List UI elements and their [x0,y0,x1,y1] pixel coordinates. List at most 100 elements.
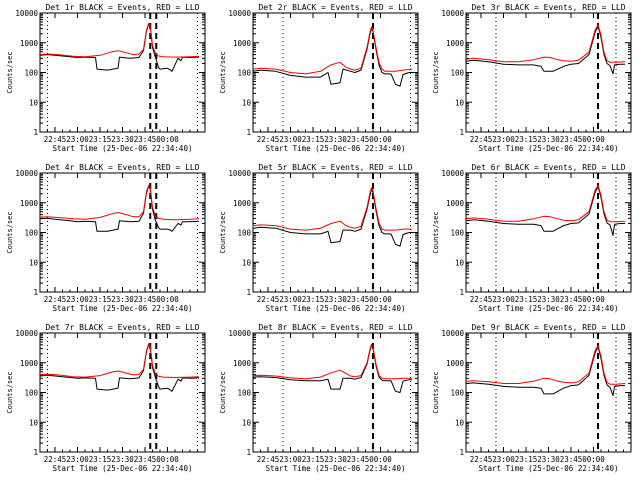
y-tick-label: 1 [246,288,251,297]
y-tick-label: 10 [29,98,39,107]
lld-series-line [465,184,626,223]
y-tick-label: 100 [237,229,251,238]
x-tick-label: 23:15 [515,135,538,144]
panel-title: Det 8r BLACK = Events, RED = LLD [258,323,412,332]
x-tick-label: 23:30 [111,295,134,304]
y-tick-label: 100 [24,389,38,398]
x-axis-label: Start Time (25-Dec-06 22:34:40) [53,144,193,153]
x-axis-label: Start Time (25-Dec-06 22:34:40) [266,464,406,473]
x-axis-label: Start Time (25-Dec-06 22:34:40) [479,464,619,473]
x-axis-label: Start Time (25-Dec-06 22:34:40) [266,144,406,153]
x-tick-label: 22:45 [44,455,67,464]
x-axis-label: Start Time (25-Dec-06 22:34:40) [53,464,193,473]
panel-title: Det 9r BLACK = Events, RED = LLD [471,323,625,332]
x-tick-label: 23:45 [134,135,157,144]
x-tick-label: 23:30 [111,455,134,464]
x-tick-label: 23:45 [560,135,583,144]
x-tick-label: 22:45 [257,295,280,304]
x-tick-label: 23:00 [66,135,89,144]
x-tick-label: 22:45 [470,455,493,464]
y-tick-label: 10 [455,258,465,267]
x-tick-label: 23:30 [324,455,347,464]
y-tick-label: 1 [33,448,38,457]
y-tick-label: 1000 [20,199,39,208]
x-tick-label: 23:15 [89,295,112,304]
y-tick-label: 10 [242,258,252,267]
events-series-line [465,25,625,75]
detector-panel-6: 1 10 100 1000 10000 22:45 23:00 23:15 23:30 23:45… [432,163,632,313]
x-tick-label: 23:15 [302,455,325,464]
y-tick-label: 10000 [441,169,464,178]
y-tick-label: 10000 [15,169,38,178]
x-tick-label: 23:45 [347,455,370,464]
plot-frame [252,332,419,453]
x-axis-label: Start Time (25-Dec-06 22:34:40) [53,304,193,313]
events-series-line [39,185,200,232]
x-tick-label: 00:00 [369,455,392,464]
x-axis-label: Start Time (25-Dec-06 22:34:40) [479,144,619,153]
y-axis-label: Counts/sec [6,371,14,413]
y-tick-label: 100 [450,69,464,78]
x-axis-label: Start Time (25-Dec-06 22:34:40) [266,304,406,313]
events-series-line [465,346,625,396]
plot-frame [465,172,632,293]
plot-frame [252,12,419,133]
x-tick-label: 23:30 [537,135,560,144]
y-tick-label: 10000 [228,169,251,178]
panel-title: Det 2r BLACK = Events, RED = LLD [258,3,412,12]
y-tick-label: 10 [29,418,39,427]
y-tick-label: 1 [459,128,464,137]
detector-panel-3: 1 10 100 1000 10000 22:45 23:00 23:15 23:30 23:45… [432,3,632,153]
x-tick-label: 22:45 [257,455,280,464]
x-tick-label: 00:00 [582,295,605,304]
panel-title: Det 6r BLACK = Events, RED = LLD [471,163,625,172]
y-tick-label: 1000 [20,359,39,368]
y-axis-label: Counts/sec [6,211,14,253]
y-tick-label: 10000 [15,329,38,338]
x-tick-label: 23:15 [515,455,538,464]
x-tick-label: 22:45 [44,135,67,144]
x-tick-label: 22:45 [44,295,67,304]
y-tick-label: 100 [450,389,464,398]
plot-frame [465,12,632,133]
plot-frame [39,332,206,453]
panel-title: Det 1r BLACK = Events, RED = LLD [45,3,199,12]
detector-panel-5: 1 10 100 1000 10000 22:45 23:00 23:15 23:30 23:45… [219,163,419,313]
x-tick-label: 00:00 [156,455,179,464]
y-tick-label: 10 [455,98,465,107]
panel-title: Det 3r BLACK = Events, RED = LLD [471,3,625,12]
plot-frame [465,332,632,453]
y-axis-label: Counts/sec [432,371,440,413]
lld-series-line [39,343,200,378]
x-tick-label: 22:45 [470,135,493,144]
x-tick-label: 23:15 [89,135,112,144]
y-tick-label: 1000 [446,39,465,48]
panel-title: Det 7r BLACK = Events, RED = LLD [45,323,199,332]
x-tick-label: 23:30 [537,295,560,304]
panel-title: Det 5r BLACK = Events, RED = LLD [258,163,412,172]
x-tick-label: 23:45 [560,295,583,304]
y-axis-label: Counts/sec [219,371,227,413]
lld-series-line [465,345,626,385]
detector-panel-9: 1 10 100 1000 10000 22:45 23:00 23:15 23:30 23:45… [432,323,632,473]
y-tick-label: 10000 [228,9,251,18]
x-tick-label: 22:45 [257,135,280,144]
y-tick-label: 1000 [20,39,39,48]
y-tick-label: 10000 [441,329,464,338]
y-tick-label: 10 [242,418,252,427]
events-series-line [252,345,412,393]
lld-series-line [252,187,412,231]
y-axis-label: Counts/sec [219,211,227,253]
y-tick-label: 1000 [446,359,465,368]
plot-frame [252,172,419,293]
x-tick-label: 23:15 [515,295,538,304]
lld-series-line [465,24,626,63]
y-tick-label: 10 [455,418,465,427]
y-axis-label: Counts/sec [219,51,227,93]
x-tick-label: 00:00 [369,295,392,304]
x-tick-label: 23:00 [492,295,515,304]
y-axis-label: Counts/sec [432,51,440,93]
y-tick-label: 1000 [233,199,252,208]
y-tick-label: 10 [29,258,39,267]
